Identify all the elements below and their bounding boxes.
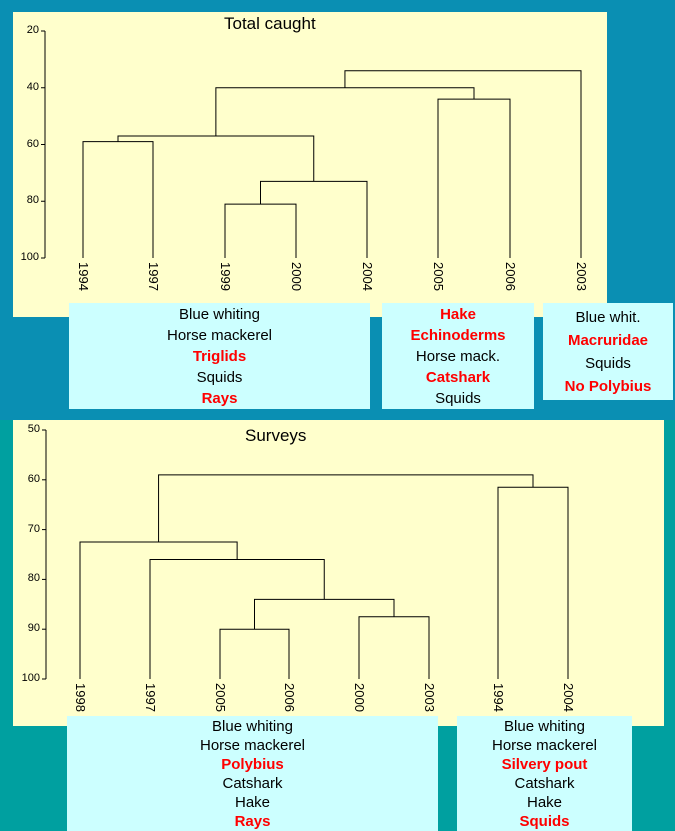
leaf-label-1999: 1999 bbox=[218, 262, 233, 291]
leaf-label-2005: 2005 bbox=[213, 683, 228, 712]
group-box-bottom-2: Blue whiting Horse mackerel Silvery pout Ca… bbox=[457, 716, 632, 831]
y-tick-label: 100 bbox=[21, 672, 40, 684]
leaf-label-2003: 2003 bbox=[422, 683, 437, 712]
leaf-label-2006: 2006 bbox=[503, 262, 518, 291]
dendrogram-branch bbox=[260, 180, 368, 258]
species-label: Blue whit. bbox=[575, 308, 641, 326]
species-label: Blue whiting bbox=[504, 717, 585, 735]
species-label: Rays bbox=[234, 812, 271, 830]
dendrogram-branch bbox=[224, 203, 297, 258]
surveys-title: Surveys bbox=[245, 426, 307, 445]
species-label: Squids bbox=[435, 389, 481, 407]
dendrogram-branch bbox=[358, 616, 430, 679]
species-label: No Polybius bbox=[564, 377, 652, 395]
y-tick-label: 70 bbox=[27, 522, 40, 535]
dendrogram-branch bbox=[117, 135, 315, 182]
species-label: Horse mackerel bbox=[199, 736, 306, 754]
species-label: Squids bbox=[519, 812, 570, 830]
group-box-bottom-1: Blue whiting Horse mackerel Polybius Catsha… bbox=[67, 716, 438, 831]
y-tick-label: 100 bbox=[20, 251, 39, 263]
dendrogram-branch bbox=[149, 558, 325, 679]
dendrogram-branch bbox=[497, 486, 569, 679]
leaf-label-2004: 2004 bbox=[561, 683, 576, 712]
species-label: Rays bbox=[201, 389, 238, 407]
dendrogram-branch bbox=[344, 70, 582, 258]
species-label: Horse mackerel bbox=[166, 326, 273, 344]
leaf-label-2004: 2004 bbox=[360, 262, 375, 291]
species-label: Blue whiting bbox=[179, 305, 260, 323]
species-label: Hake bbox=[234, 793, 271, 811]
y-tick-label: 40 bbox=[26, 80, 39, 93]
y-tick-label: 80 bbox=[26, 194, 39, 207]
species-label: Catshark bbox=[222, 774, 283, 792]
dendrogram-branch bbox=[437, 98, 511, 258]
species-label: Squids bbox=[196, 368, 243, 386]
leaf-label-1994: 1994 bbox=[76, 262, 91, 291]
species-label: Macruridae bbox=[567, 331, 649, 349]
species-label: Hake bbox=[526, 793, 563, 811]
leaf-label-1998: 1998 bbox=[73, 683, 88, 712]
y-tick-label: 90 bbox=[27, 622, 40, 635]
dendrogram-branch bbox=[82, 141, 154, 258]
leaf-label-2003: 2003 bbox=[574, 262, 589, 291]
dendrogram-branch bbox=[158, 474, 534, 543]
group-box-top-2: Hake Echinoderms Horse mack. Catshark Squids bbox=[382, 303, 534, 409]
total-caught-dendrogram bbox=[41, 30, 582, 259]
total-caught-title: Total caught bbox=[224, 14, 316, 33]
y-tick-label: 50 bbox=[27, 423, 40, 435]
species-label: Triglids bbox=[192, 347, 247, 365]
species-label: Silvery pout bbox=[501, 755, 588, 773]
y-tick-label: 60 bbox=[26, 137, 39, 150]
species-label: Catshark bbox=[514, 774, 575, 792]
leaf-label-1997: 1997 bbox=[146, 262, 161, 291]
species-label: Echinoderms bbox=[410, 326, 506, 344]
species-label: Squids bbox=[585, 354, 631, 372]
dendrogram-branch bbox=[219, 628, 290, 679]
dendrogram-branch bbox=[254, 598, 395, 630]
y-tick-label: 80 bbox=[27, 572, 40, 585]
surveys-dendrogram bbox=[42, 429, 569, 680]
dendrogram-branch bbox=[79, 541, 238, 679]
species-label: Hake bbox=[440, 305, 476, 323]
species-label: Catshark bbox=[425, 368, 491, 386]
leaf-label-2006: 2006 bbox=[282, 683, 297, 712]
leaf-label-2000: 2000 bbox=[289, 262, 304, 291]
leaf-label-1994: 1994 bbox=[491, 683, 506, 712]
group-box-top-1: Blue whiting Horse mackerel Triglids Squids… bbox=[69, 303, 370, 409]
dendrogram-branch bbox=[215, 87, 475, 136]
species-label: Horse mack. bbox=[415, 347, 501, 365]
surveys-panel: Surveys 50 60 70 80 90 100 1998 1997 2005 2006 200… bbox=[13, 420, 664, 726]
total-caught-panel: Total caught 20 40 60 80 100 1994 1997 1999 2000… bbox=[13, 12, 607, 317]
species-label: Blue whiting bbox=[212, 717, 293, 735]
leaf-label-2005: 2005 bbox=[431, 262, 446, 291]
leaf-label-1997: 1997 bbox=[143, 683, 158, 712]
y-tick-label: 60 bbox=[27, 472, 40, 485]
group-box-top-3: Blue whit. Macruridae Squids No Polybius bbox=[543, 303, 673, 400]
leaf-label-2000: 2000 bbox=[352, 683, 367, 712]
species-label: Horse mackerel bbox=[491, 736, 598, 754]
y-tick-label: 20 bbox=[26, 24, 39, 36]
species-label: Polybius bbox=[221, 755, 284, 773]
